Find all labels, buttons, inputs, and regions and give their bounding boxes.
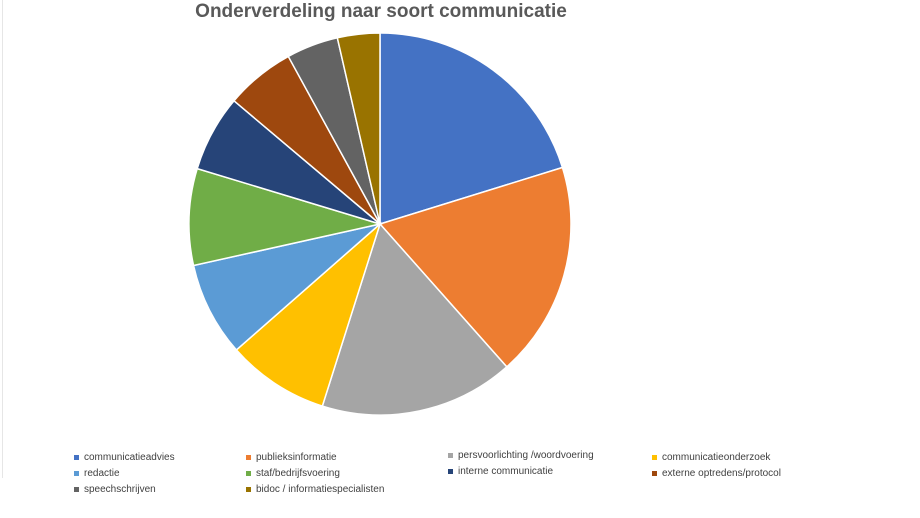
legend-item: externe optredens/protocol bbox=[652, 468, 781, 479]
legend-label: communicatieadvies bbox=[84, 452, 175, 463]
legend-label: externe optredens/protocol bbox=[662, 468, 781, 479]
legend-swatch bbox=[74, 455, 79, 460]
legend-swatch bbox=[74, 487, 79, 492]
divider bbox=[2, 0, 3, 478]
legend-label: redactie bbox=[84, 468, 120, 479]
legend-swatch bbox=[246, 471, 251, 476]
pie-slice-1 bbox=[378, 166, 572, 368]
chart-legend: communicatieadvies publieksinformatie pers… bbox=[74, 450, 894, 510]
chart-title: Onderverdeling naar soort communicatie bbox=[195, 1, 567, 22]
pie-slice-3 bbox=[235, 221, 382, 408]
legend-swatch bbox=[448, 453, 453, 458]
legend-label: publieksinformatie bbox=[256, 452, 337, 463]
legend-item: bidoc / informatiespecialisten bbox=[246, 484, 384, 495]
pie-slice-0 bbox=[379, 32, 564, 226]
legend-label: bidoc / informatiespecialisten bbox=[256, 484, 385, 495]
legend-swatch bbox=[74, 471, 79, 476]
legend-label: persvoorlichting /woordvoering bbox=[458, 450, 594, 461]
pie-slice-5 bbox=[188, 167, 383, 267]
legend-label: communicatieonderzoek bbox=[662, 452, 771, 463]
legend-swatch bbox=[652, 455, 657, 460]
legend-item: communicatieonderzoek bbox=[652, 452, 770, 463]
legend-item: persvoorlichting /woordvoering bbox=[448, 450, 594, 461]
legend-item: speechschrijven bbox=[74, 484, 156, 495]
legend-label: staf/bedrijfsvoering bbox=[256, 468, 340, 479]
legend-item: redactie bbox=[74, 468, 120, 479]
legend-swatch bbox=[652, 471, 657, 476]
legend-label: interne communicatie bbox=[458, 466, 554, 477]
legend-item: communicatieadvies bbox=[74, 452, 175, 463]
pie-slice-2 bbox=[321, 222, 508, 416]
legend-item: publieksinformatie bbox=[246, 452, 337, 463]
legend-label: speechschrijven bbox=[84, 484, 156, 495]
legend-swatch bbox=[448, 469, 453, 474]
pie-slice-9 bbox=[336, 32, 381, 225]
legend-swatch bbox=[246, 487, 251, 492]
legend-swatch bbox=[246, 455, 251, 460]
legend-item: staf/bedrijfsvoering bbox=[246, 468, 340, 479]
legend-item: interne communicatie bbox=[448, 466, 553, 477]
